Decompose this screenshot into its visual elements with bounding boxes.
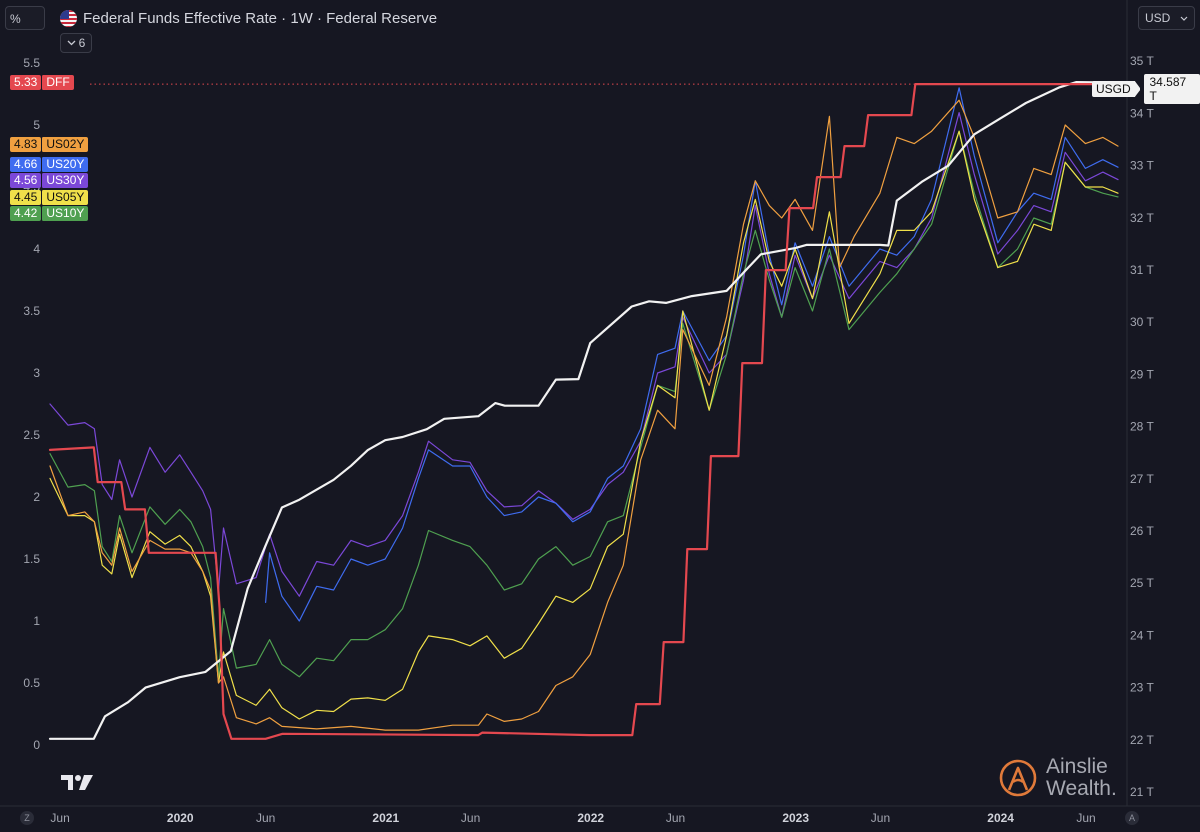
left-tick-label: 0.5: [23, 676, 40, 690]
ainslie-logo-icon: [999, 759, 1037, 797]
legend-item-us02y[interactable]: 4.83 US02Y: [10, 137, 89, 152]
right-axis[interactable]: 21 T 22 T 23 T 24 T 25 T 26 T 27 T 28 T 29 T 30 T…: [1126, 0, 1154, 806]
right-tick-label: 21 T: [1130, 785, 1154, 799]
currency-label: USD: [1145, 11, 1171, 25]
zoom-reset-button[interactable]: Z: [20, 811, 34, 825]
series-layer: [48, 80, 1120, 740]
ainslie-wealth-watermark: Ainslie Wealth.: [998, 756, 1117, 800]
series-line-dff: [48, 82, 1120, 740]
chart-title: Federal Funds Effective Rate · 1W · Fede…: [83, 9, 438, 27]
time-tick-label: 2020: [167, 811, 194, 825]
time-tick-label: Jun: [461, 811, 480, 825]
usgd-name: USGD: [1092, 81, 1135, 97]
watermark-line-1: Ainslie: [1046, 755, 1108, 778]
right-tick-label: 25 T: [1130, 576, 1154, 590]
right-tick-label: 26 T: [1130, 524, 1154, 538]
legend-value: 4.66: [10, 157, 42, 172]
legend-item-us05y[interactable]: 4.45 US05Y: [10, 190, 89, 205]
legend-item-us10y[interactable]: 4.42 US10Y: [10, 206, 89, 221]
left-tick-label: 3.5: [23, 304, 40, 318]
usgd-value: 34.587 T: [1144, 74, 1200, 104]
auto-scale-label: A: [1128, 813, 1135, 823]
time-tick-label: 2023: [782, 811, 809, 825]
series-line-usgd: [48, 80, 1120, 740]
currency-selector[interactable]: USD: [1138, 6, 1195, 30]
us-flag-icon: [60, 9, 77, 27]
right-tick-label: 33 T: [1130, 159, 1154, 173]
time-axis[interactable]: Jun 2020 Jun 2021 Jun 2022 Jun 2023 Jun 2024 Jun: [0, 805, 1200, 825]
unit-selector[interactable]: %: [5, 6, 45, 30]
left-tick-label: 5: [33, 118, 40, 132]
legend-name: US30Y: [41, 173, 89, 188]
series-line-us20y: [265, 87, 1119, 622]
time-tick-label: 2022: [577, 811, 604, 825]
legend-name: US10Y: [41, 206, 89, 221]
right-tick-label: 34 T: [1130, 106, 1154, 120]
watermark-line-2-text: Wealth.: [1046, 777, 1117, 800]
time-tick-label: Jun: [871, 811, 890, 825]
right-tick-label: 31 T: [1130, 263, 1154, 277]
series-line-us30y: [49, 111, 1119, 597]
legend-value: 4.42: [10, 206, 42, 221]
right-tick-label: 32 T: [1130, 211, 1154, 225]
time-tick-label: Jun: [666, 811, 685, 825]
series-line-us05y: [49, 130, 1119, 720]
time-tick-label: Jun: [256, 811, 275, 825]
indicator-count: 6: [78, 36, 86, 50]
right-tick-label: 35 T: [1130, 54, 1154, 68]
legend-name: US05Y: [41, 190, 89, 205]
chart-title-bar: Federal Funds Effective Rate · 1W · Fede…: [60, 8, 437, 28]
unit-label: %: [10, 12, 21, 26]
legend-name: US02Y: [41, 137, 89, 152]
legend-name: US20Y: [41, 157, 89, 172]
left-tick-label: 2.5: [23, 428, 40, 442]
left-tick-label: 2: [33, 490, 40, 504]
right-tick-label: 27 T: [1130, 472, 1154, 486]
right-tick-label: 29 T: [1130, 367, 1154, 381]
legend-value: 4.45: [10, 190, 42, 205]
left-tick-label: 1.5: [23, 552, 40, 566]
tradingview-logo-icon: [61, 775, 93, 790]
chevron-down-icon: [1180, 16, 1188, 21]
right-tick-label: 28 T: [1130, 420, 1154, 434]
legend-value: 4.83: [10, 137, 42, 152]
time-tick-label: Jun: [1076, 811, 1095, 825]
auto-scale-button[interactable]: A: [1125, 811, 1139, 825]
legend-item-us30y[interactable]: 4.56 US30Y: [10, 173, 89, 188]
time-tick-label: 2021: [372, 811, 399, 825]
left-tick-label: 0: [33, 738, 40, 752]
left-tick-label: 1: [33, 614, 40, 628]
left-tick-label: 5.5: [23, 56, 40, 70]
legend-value: 5.33: [10, 75, 42, 90]
left-tick-label: 3: [33, 366, 40, 380]
zoom-reset-label: Z: [24, 813, 30, 823]
legend-item-us20y[interactable]: 4.66 US20Y: [10, 157, 89, 172]
time-tick-label: Jun: [50, 811, 69, 825]
chevron-down-icon: [67, 40, 76, 46]
right-tick-label: 22 T: [1130, 733, 1154, 747]
right-tick-label: 24 T: [1130, 628, 1154, 642]
series-line-us02y: [49, 99, 1119, 731]
indicators-toggle[interactable]: 6: [60, 33, 92, 53]
watermark-line-2: Wealth.: [1046, 778, 1117, 800]
legend-value: 4.56: [10, 173, 42, 188]
time-tick-label: 2024: [987, 811, 1014, 825]
legend-item-dff[interactable]: 5.33 DFF: [10, 75, 74, 90]
pointer-arrow-icon: [1134, 81, 1141, 97]
tradingview-logo[interactable]: [60, 773, 94, 798]
right-tick-label: 30 T: [1130, 315, 1154, 329]
right-tick-label: 23 T: [1130, 681, 1154, 695]
series-line-us10y: [49, 130, 1119, 678]
legend-name: DFF: [41, 75, 74, 90]
usgd-price-label: USGD 34.587 T: [1092, 74, 1200, 104]
left-tick-label: 4: [33, 242, 40, 256]
